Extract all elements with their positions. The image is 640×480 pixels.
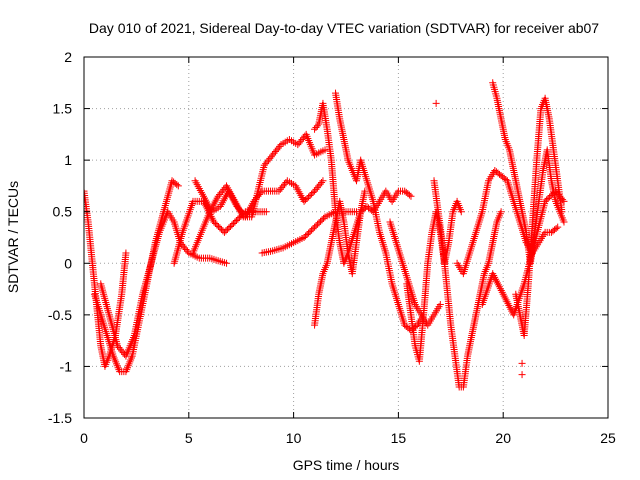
y-tick-label: 2 xyxy=(64,49,72,65)
y-axis-ticks: -1.5 -1 -0.5 0 0.5 1 1.5 2 xyxy=(48,49,608,426)
data-point xyxy=(518,359,526,367)
data-points xyxy=(83,79,568,391)
data-point xyxy=(216,224,224,232)
x-tick-label: 15 xyxy=(391,430,407,446)
data-point xyxy=(546,193,554,201)
data-point xyxy=(306,192,314,200)
chart-title: Day 010 of 2021, Sidereal Day-to-day VTE… xyxy=(89,20,599,36)
x-tick-label: 25 xyxy=(600,430,616,446)
data-point xyxy=(308,190,316,198)
x-tick-label: 0 xyxy=(80,430,88,446)
x-tick-label: 10 xyxy=(286,430,302,446)
data-point xyxy=(211,220,219,228)
data-point xyxy=(223,259,231,267)
data-point xyxy=(214,222,222,230)
y-tick-label: -0.5 xyxy=(48,307,72,323)
data-point xyxy=(305,193,313,201)
data-point xyxy=(320,214,328,222)
data-point xyxy=(213,221,221,229)
x-tick-label: 5 xyxy=(185,430,193,446)
data-point xyxy=(314,220,322,228)
y-tick-label: 1 xyxy=(64,152,72,168)
data-point xyxy=(554,223,562,231)
data-point xyxy=(319,177,327,185)
data-point xyxy=(309,189,317,197)
data-point xyxy=(302,232,310,240)
data-point xyxy=(407,192,415,200)
data-point xyxy=(315,219,323,227)
data-point xyxy=(234,215,242,223)
data-point xyxy=(232,217,240,225)
data-point xyxy=(303,231,311,239)
data-point xyxy=(547,192,555,200)
data-point xyxy=(318,178,326,186)
data-point xyxy=(436,301,444,309)
y-axis-label: SDTVAR / TECUs xyxy=(5,181,21,293)
data-point xyxy=(311,223,319,231)
data-point xyxy=(174,182,182,190)
data-point xyxy=(173,181,181,189)
data-point xyxy=(560,197,568,205)
data-point xyxy=(544,194,552,202)
data-point xyxy=(312,222,320,230)
data-point xyxy=(223,225,231,233)
data-point xyxy=(262,208,270,216)
data-point xyxy=(300,234,308,241)
data-point xyxy=(559,196,567,204)
data-point xyxy=(309,225,317,233)
data-point xyxy=(303,194,311,202)
data-point xyxy=(558,208,566,216)
data-point xyxy=(308,226,316,234)
y-tick-label: 0 xyxy=(64,255,72,271)
data-point xyxy=(518,371,526,379)
y-tick-label: 0.5 xyxy=(53,204,73,220)
data-point xyxy=(306,228,314,236)
data-point xyxy=(457,208,465,216)
y-tick-label: -1.5 xyxy=(48,410,72,426)
y-tick-label: -1 xyxy=(60,358,73,374)
data-point xyxy=(560,218,568,226)
data-point xyxy=(210,218,218,226)
data-point xyxy=(432,99,440,107)
x-axis-label: GPS time / hours xyxy=(293,457,400,473)
data-point xyxy=(228,221,236,229)
data-point xyxy=(317,217,325,225)
y-tick-label: 1.5 xyxy=(53,101,73,117)
data-point xyxy=(302,196,310,204)
data-point xyxy=(318,216,326,224)
data-point xyxy=(122,249,130,257)
data-point xyxy=(222,227,230,235)
data-point xyxy=(225,224,233,232)
plot-frame xyxy=(83,56,609,419)
data-point xyxy=(497,208,505,216)
data-point xyxy=(305,229,313,237)
data-point xyxy=(543,196,551,204)
data-point xyxy=(541,197,549,205)
data-point xyxy=(313,122,321,130)
x-tick-label: 20 xyxy=(495,430,511,446)
data-point xyxy=(229,220,237,228)
data-point xyxy=(217,225,225,233)
x-axis-ticks: 0 5 10 15 20 25 xyxy=(80,57,616,446)
data-point xyxy=(231,218,239,226)
data-point xyxy=(552,224,560,232)
data-point xyxy=(300,197,308,205)
data-point xyxy=(220,228,228,236)
data-point xyxy=(276,142,284,150)
data-point xyxy=(226,222,234,230)
data-point xyxy=(405,191,413,199)
data-point xyxy=(321,146,329,154)
